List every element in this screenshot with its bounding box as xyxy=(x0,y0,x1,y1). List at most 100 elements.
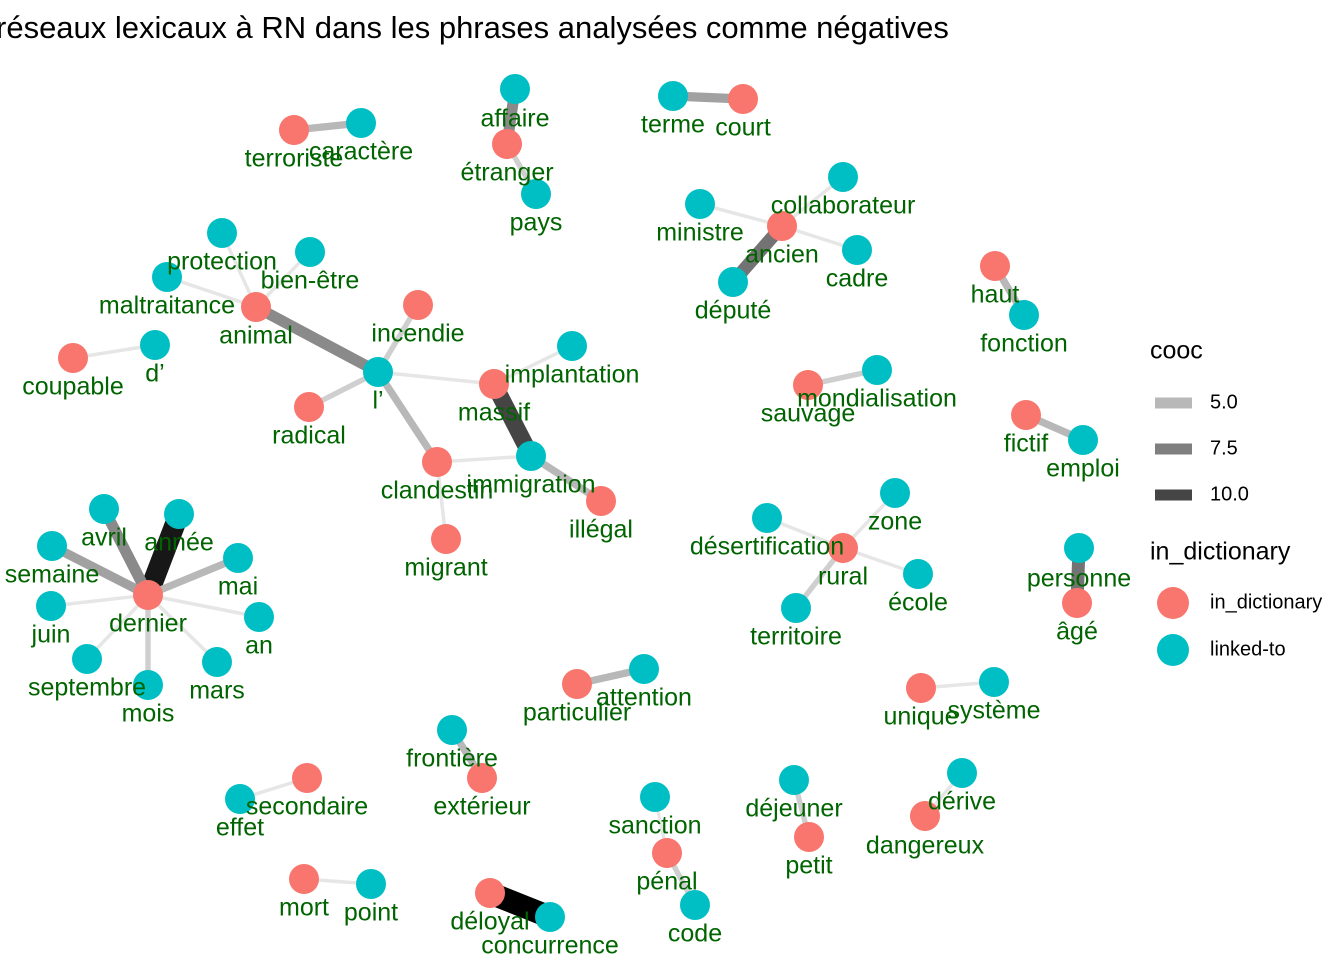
node xyxy=(207,218,237,248)
node-label: cadre xyxy=(826,265,889,293)
node-label: migrant xyxy=(404,554,487,582)
node xyxy=(862,355,892,385)
node xyxy=(1068,425,1098,455)
node xyxy=(279,115,309,145)
node xyxy=(346,108,376,138)
node xyxy=(658,81,688,111)
node-label: pays xyxy=(510,209,563,237)
node-label: mai xyxy=(218,573,258,601)
node xyxy=(431,524,461,554)
node xyxy=(680,890,710,920)
node-label: secondaire xyxy=(246,793,368,821)
node xyxy=(437,715,467,745)
node xyxy=(492,129,522,159)
node xyxy=(1062,588,1092,618)
node-label: territoire xyxy=(750,623,842,651)
node-label: mois xyxy=(122,700,175,728)
node-label: sanction xyxy=(608,812,701,840)
node-label: caractère xyxy=(309,138,413,166)
node-label: fonction xyxy=(980,330,1068,358)
legend-label: linked-to xyxy=(1210,638,1286,660)
node-label: petit xyxy=(785,852,832,880)
node xyxy=(152,262,182,292)
node-label: rural xyxy=(818,563,868,591)
legend-label: in_dictionary xyxy=(1210,591,1322,613)
node xyxy=(294,392,324,422)
node-label: dernier xyxy=(109,610,187,638)
node xyxy=(779,765,809,795)
node-label: an xyxy=(245,632,273,660)
node-label: frontière xyxy=(406,745,498,773)
legend-key xyxy=(1157,587,1189,619)
node-label: illégal xyxy=(569,516,633,544)
node xyxy=(289,864,319,894)
node xyxy=(241,292,271,322)
node xyxy=(500,74,530,104)
node xyxy=(72,644,102,674)
node-label: septembre xyxy=(28,674,146,702)
node xyxy=(1009,300,1039,330)
edge xyxy=(436,454,532,464)
edge xyxy=(377,370,495,386)
legend-label: 5.0 xyxy=(1210,391,1238,413)
node xyxy=(295,237,325,267)
edge xyxy=(99,506,153,598)
node xyxy=(467,763,497,793)
node-label: système xyxy=(947,697,1040,725)
node xyxy=(1064,533,1094,563)
node xyxy=(36,591,66,621)
node-label: âgé xyxy=(1056,618,1098,646)
node-label: collaborateur xyxy=(771,192,916,220)
node-label: année xyxy=(144,529,214,557)
node-label: député xyxy=(695,297,771,325)
node-label: immigration xyxy=(466,471,595,499)
node xyxy=(629,654,659,684)
nodes xyxy=(36,74,1098,932)
edge xyxy=(49,541,151,600)
node-label: juin xyxy=(31,621,71,649)
node-label: animal xyxy=(219,322,293,350)
node xyxy=(292,763,322,793)
node-label: l’ xyxy=(372,387,383,415)
node-label: massif xyxy=(458,399,530,427)
node xyxy=(828,533,858,563)
node-label: déloyal xyxy=(450,908,529,936)
node-label: école xyxy=(888,589,948,617)
node-label: court xyxy=(715,114,771,142)
node xyxy=(475,878,505,908)
node-label: effet xyxy=(216,814,264,842)
node xyxy=(781,593,811,623)
node xyxy=(793,370,823,400)
node xyxy=(363,357,393,387)
node xyxy=(562,669,592,699)
node-label: mort xyxy=(279,894,329,922)
node-label: zone xyxy=(868,508,922,536)
node-label: d’ xyxy=(145,360,164,388)
node-label: mars xyxy=(189,677,245,705)
node xyxy=(557,331,587,361)
legend-label: 10.0 xyxy=(1210,483,1249,505)
node-label: terme xyxy=(641,111,705,139)
node xyxy=(685,189,715,219)
node xyxy=(535,902,565,932)
node xyxy=(356,869,386,899)
node xyxy=(718,267,748,297)
node-label: terroriste xyxy=(245,145,344,173)
edge xyxy=(166,275,257,309)
node xyxy=(903,559,933,589)
node-label: point xyxy=(344,899,398,927)
node xyxy=(164,499,194,529)
node-label: protection xyxy=(167,248,277,276)
node xyxy=(403,290,433,320)
node-label: particulier xyxy=(523,699,631,727)
legend-label: 7.5 xyxy=(1210,437,1238,459)
node-label: maltraitance xyxy=(99,292,235,320)
node-label: déjeuner xyxy=(745,795,842,823)
node xyxy=(794,822,824,852)
node xyxy=(906,673,936,703)
node xyxy=(225,784,255,814)
node-label: fictif xyxy=(1004,430,1049,458)
node xyxy=(89,494,119,524)
node xyxy=(828,162,858,192)
node xyxy=(640,782,670,812)
